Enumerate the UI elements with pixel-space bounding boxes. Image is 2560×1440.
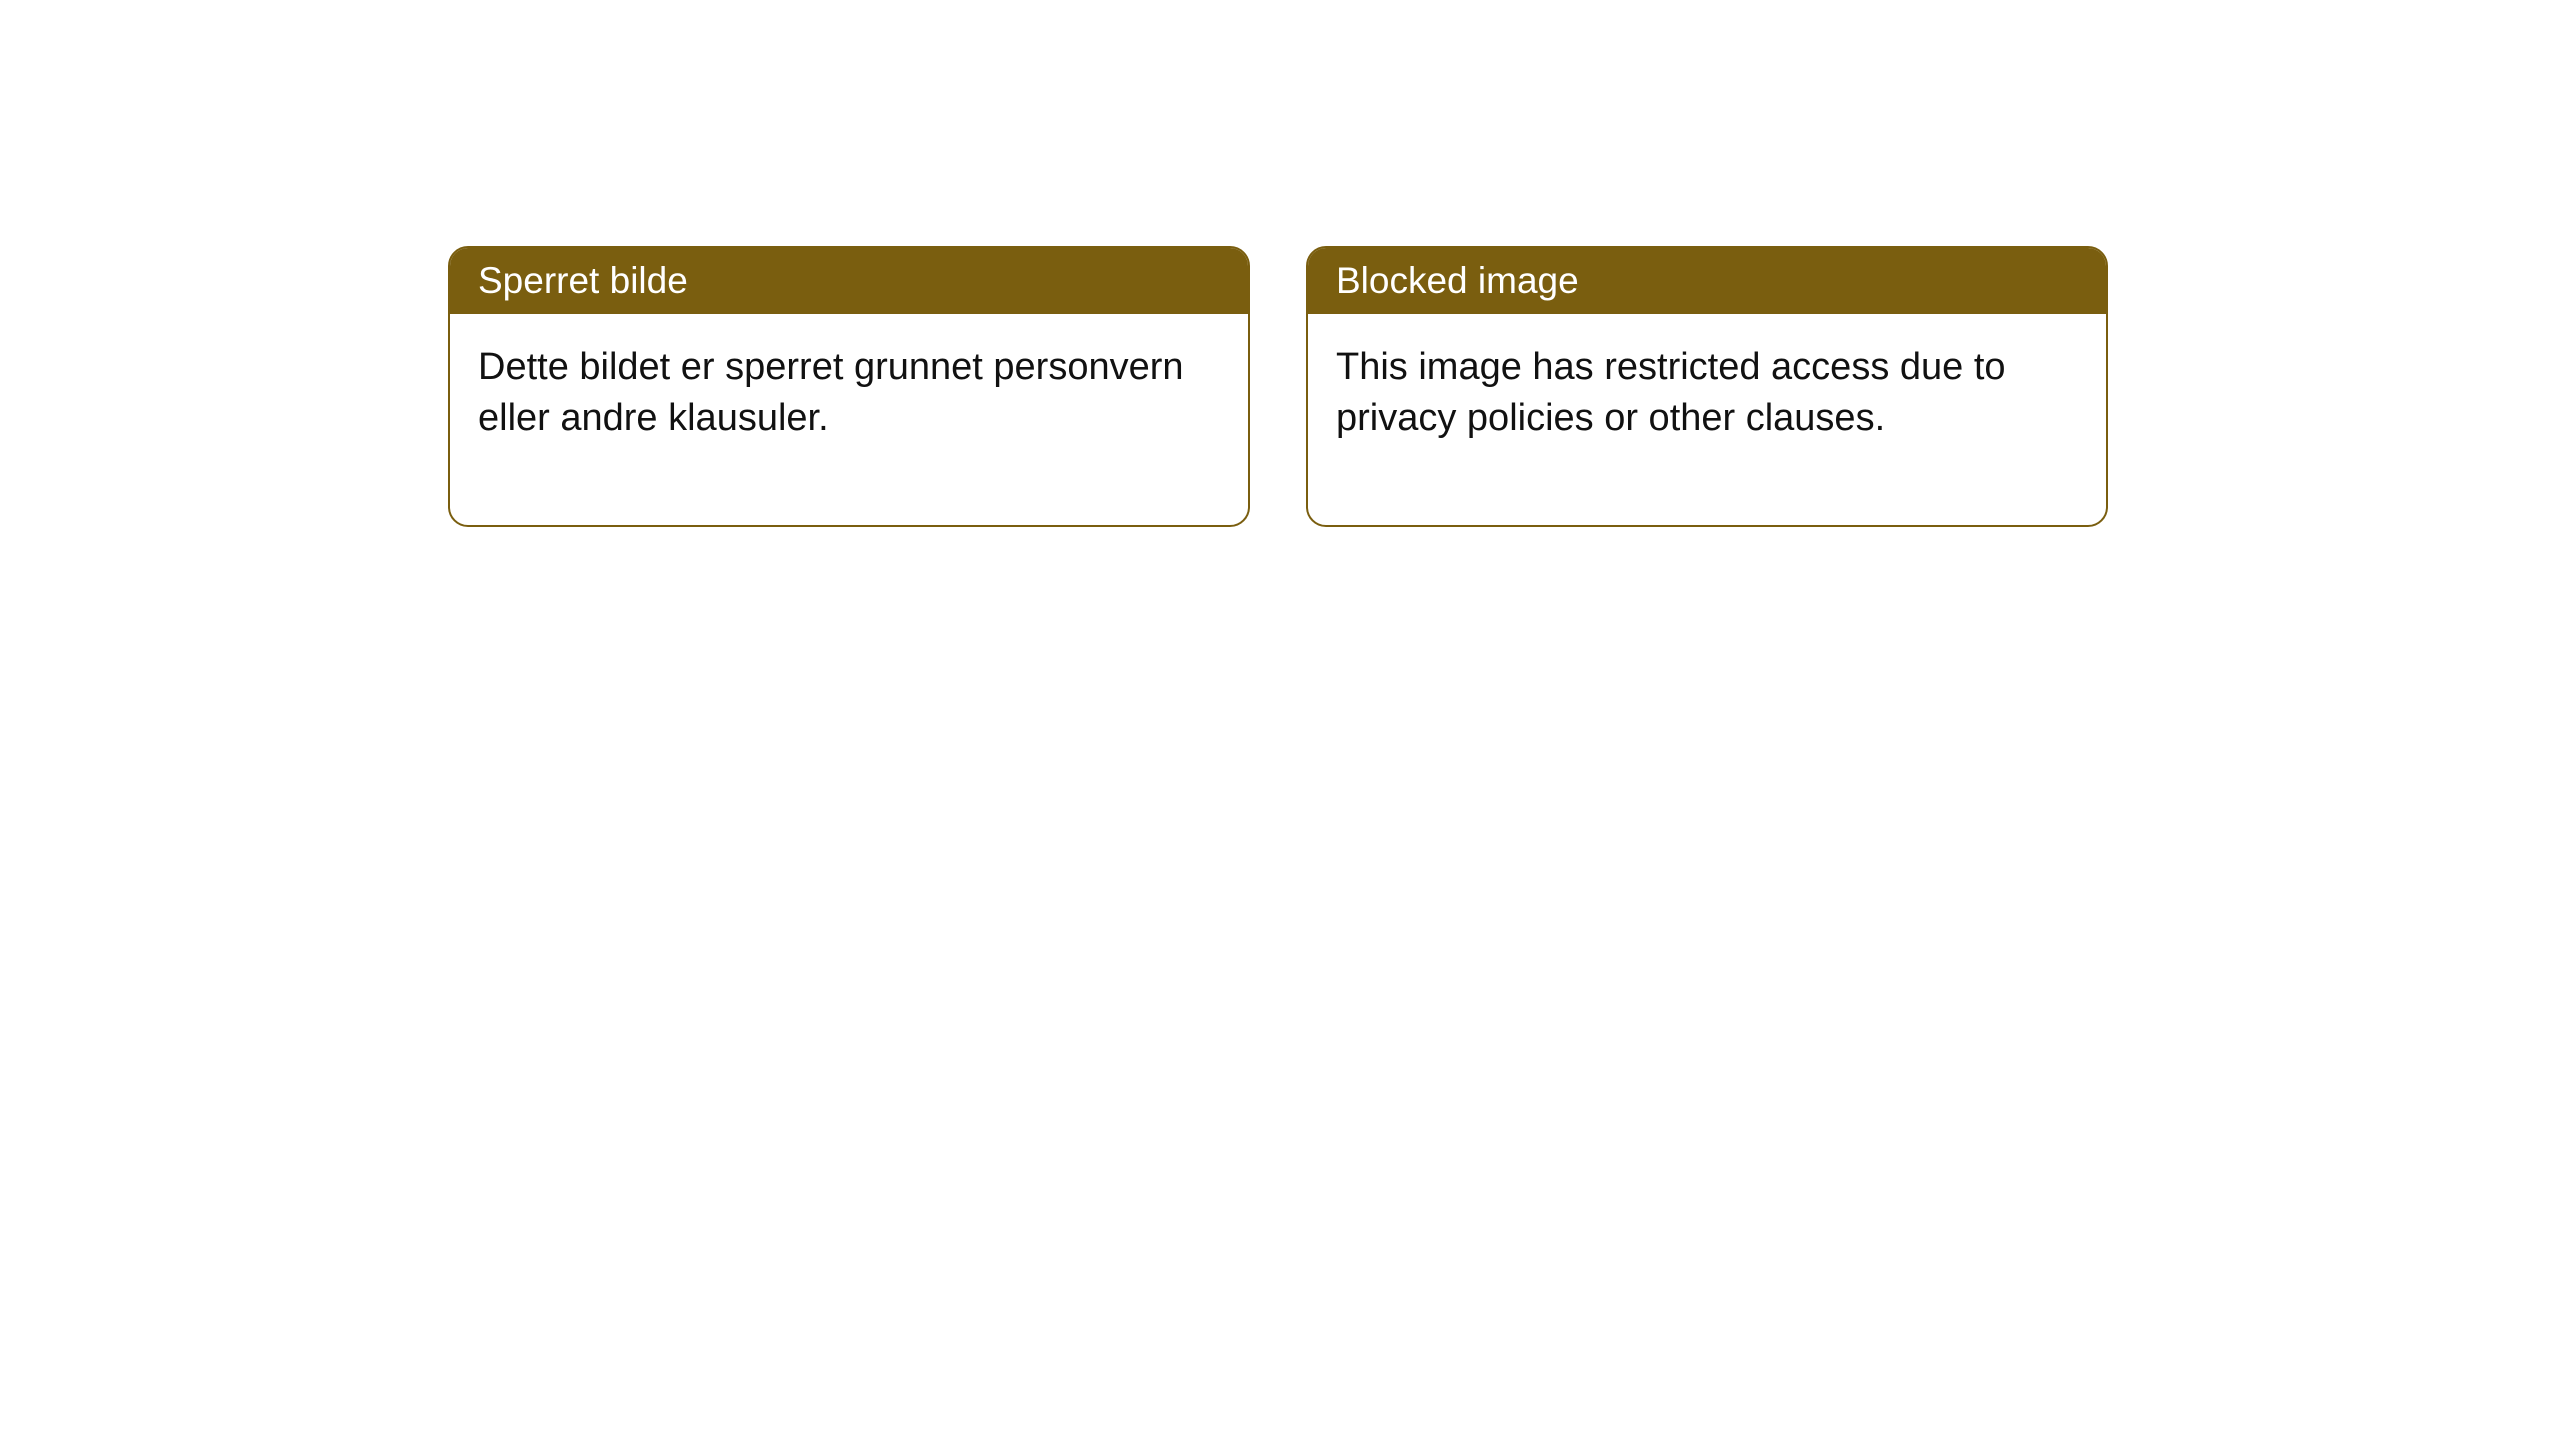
- notice-title: Sperret bilde: [478, 260, 688, 301]
- notice-body: Dette bildet er sperret grunnet personve…: [450, 314, 1248, 525]
- notice-header: Sperret bilde: [450, 248, 1248, 314]
- notice-card-english: Blocked image This image has restricted …: [1306, 246, 2108, 527]
- notice-cards-container: Sperret bilde Dette bildet er sperret gr…: [448, 246, 2108, 527]
- notice-title: Blocked image: [1336, 260, 1579, 301]
- notice-body-text: This image has restricted access due to …: [1336, 346, 2006, 439]
- notice-header: Blocked image: [1308, 248, 2106, 314]
- notice-card-norwegian: Sperret bilde Dette bildet er sperret gr…: [448, 246, 1250, 527]
- notice-body-text: Dette bildet er sperret grunnet personve…: [478, 346, 1184, 439]
- notice-body: This image has restricted access due to …: [1308, 314, 2106, 525]
